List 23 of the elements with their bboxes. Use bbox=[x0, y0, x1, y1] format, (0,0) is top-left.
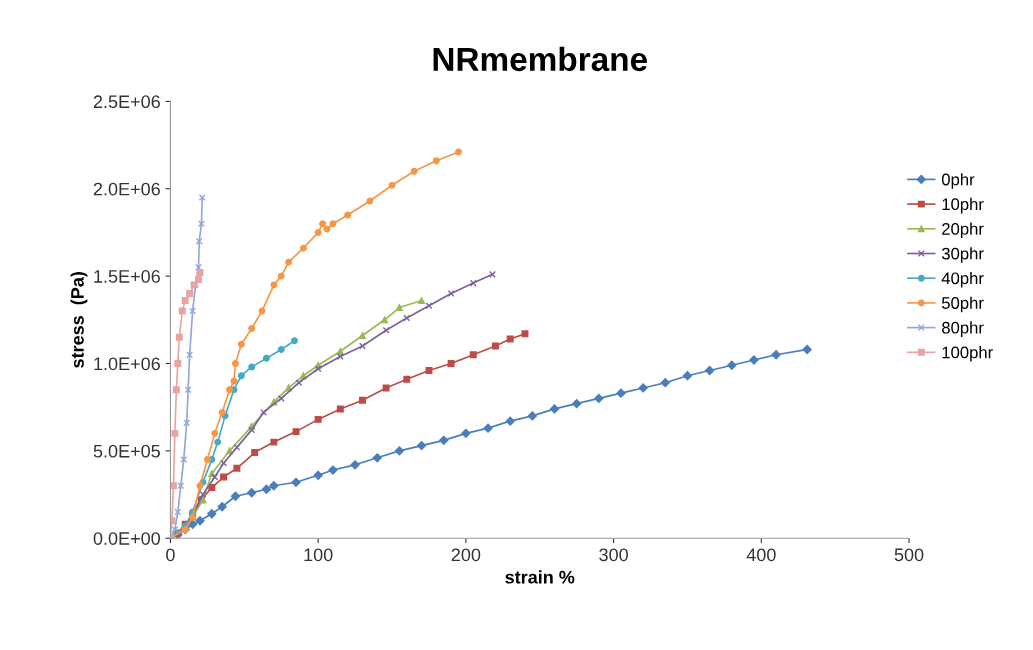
y-tick-label: 0.0E+00 bbox=[93, 532, 161, 545]
x-tick-label: 300 bbox=[599, 548, 628, 562]
x-tick-label: 400 bbox=[746, 548, 776, 562]
legend-label: 50phr bbox=[941, 296, 984, 313]
chart-title: NRmembrane bbox=[433, 46, 647, 72]
legend-label: 10phr bbox=[942, 197, 984, 214]
x-tick-label: 500 bbox=[894, 548, 924, 562]
x-axis-title: strain % bbox=[505, 570, 575, 584]
y-tick-label: 1.0E+06 bbox=[94, 357, 160, 371]
y-tick-label: 1.5E+06 bbox=[94, 270, 160, 283]
legend-label: 30phr bbox=[941, 247, 984, 263]
legend-label: 100phr bbox=[942, 346, 993, 362]
x-tick-label: 100 bbox=[304, 548, 333, 562]
y-tick-label: 2.0E+06 bbox=[93, 182, 160, 196]
y-axis-title: stress (Pa) bbox=[70, 272, 88, 368]
legend-label: 40phr bbox=[941, 271, 984, 288]
x-tick-label: 200 bbox=[451, 548, 481, 562]
y-tick-label: 5.0E+05 bbox=[93, 444, 160, 458]
legend-label: 80phr bbox=[942, 321, 984, 337]
legend-label: 0phr bbox=[941, 173, 975, 189]
x-tick-label: 0 bbox=[166, 548, 175, 562]
y-tick-label: 2.5E+06 bbox=[93, 95, 160, 109]
legend-label: 20phr bbox=[942, 222, 984, 239]
